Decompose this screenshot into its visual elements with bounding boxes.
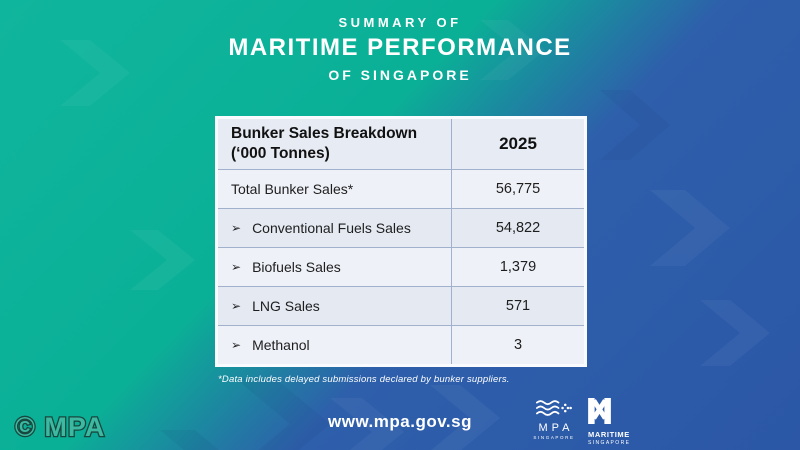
row-label: Total Bunker Sales*: [231, 181, 354, 197]
row-label-cell: ➢ Methanol: [218, 326, 452, 364]
mpa-logo-subtext: SINGAPORE: [533, 435, 575, 440]
arrow-bullet-icon: ➢: [231, 299, 242, 313]
slide-title: SUMMARY OF MARITIME PERFORMANCE OF SINGA…: [0, 15, 800, 83]
bunker-sales-table: Bunker Sales Breakdown (‘000 Tonnes) 202…: [215, 116, 587, 367]
table-header-row: Bunker Sales Breakdown (‘000 Tonnes) 202…: [218, 119, 584, 169]
table-header-unit: (‘000 Tonnes): [231, 145, 330, 162]
arrow-bullet-icon: ➢: [231, 221, 242, 235]
maritime-logo-line2: SINGAPORE: [588, 440, 631, 446]
table-header-year: 2025: [499, 134, 537, 153]
mpa-waves-icon: [536, 400, 572, 416]
mpa-logo-name: MPA: [538, 422, 574, 434]
row-value: 1,379: [499, 259, 537, 275]
mpa-logo: MPA SINGAPORE: [528, 399, 580, 440]
table-row-methanol: ➢ Methanol 3: [218, 325, 584, 364]
row-value: 56,775: [495, 181, 541, 197]
row-label-cell: Total Bunker Sales*: [218, 170, 452, 208]
maritime-logo-line1: MARITIME: [588, 430, 630, 439]
arrow-bullet-icon: ➢: [231, 260, 242, 274]
data-footnote: *Data includes delayed submissions decla…: [218, 374, 510, 385]
row-label: Conventional Fuels Sales: [252, 220, 411, 236]
title-line-maritime-performance: MARITIME PERFORMANCE: [228, 34, 572, 61]
title-line-summary-of: SUMMARY OF: [338, 15, 462, 30]
row-label: LNG Sales: [252, 298, 320, 314]
copyright-watermark-text: © MPA: [15, 412, 105, 442]
table-row-total-bunker-sales: Total Bunker Sales* 56,775: [218, 169, 584, 208]
row-value: 571: [505, 298, 531, 314]
row-label-cell: ➢ Conventional Fuels Sales: [218, 209, 452, 247]
row-value: 3: [513, 337, 523, 353]
table-header-label-cell: Bunker Sales Breakdown (‘000 Tonnes): [218, 119, 452, 169]
maritime-m-icon: [588, 398, 611, 424]
row-label: Methanol: [252, 337, 310, 353]
row-label-cell: ➢ Biofuels Sales: [218, 248, 452, 286]
row-label-cell: ➢ LNG Sales: [218, 287, 452, 325]
table-row-conventional-fuels: ➢ Conventional Fuels Sales 54,822: [218, 208, 584, 247]
title-line-of-singapore: OF SINGAPORE: [328, 67, 472, 83]
table-row-lng: ➢ LNG Sales 571: [218, 286, 584, 325]
table-row-biofuels: ➢ Biofuels Sales 1,379: [218, 247, 584, 286]
table-header-title: Bunker Sales Breakdown: [231, 124, 418, 142]
row-value: 54,822: [495, 220, 541, 236]
maritime-singapore-logo: MARITIME SINGAPORE: [588, 398, 636, 446]
website-url: www.mpa.gov.sg: [328, 412, 472, 431]
copyright-watermark: © MPA: [12, 406, 108, 450]
arrow-bullet-icon: ➢: [231, 338, 242, 352]
row-label: Biofuels Sales: [252, 259, 341, 275]
